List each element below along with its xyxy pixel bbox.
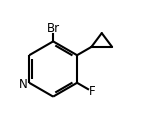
Text: N: N [19,78,27,91]
Text: Br: Br [47,22,60,35]
Text: F: F [88,85,95,98]
